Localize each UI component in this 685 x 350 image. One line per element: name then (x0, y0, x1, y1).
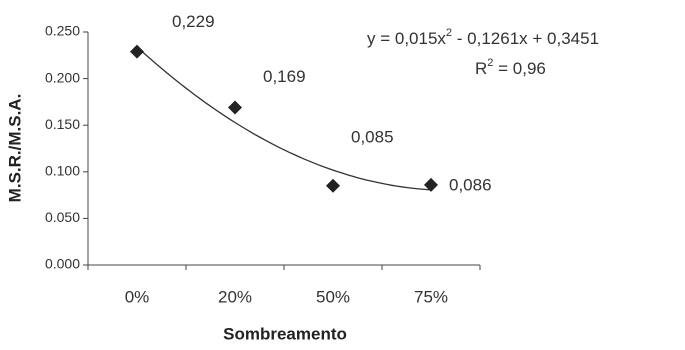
eq-part: y = 0,015x (367, 29, 446, 48)
point (130, 44, 144, 59)
point (326, 178, 340, 193)
x-tick-label: 20% (218, 287, 252, 306)
x-tick-label: 0% (125, 287, 150, 306)
x-axis-title: Sombreamento (223, 324, 347, 343)
trendline (136, 46, 432, 191)
y-tick-label: 0.000 (45, 256, 80, 272)
eq-sup: 2 (446, 27, 452, 39)
r-squared: R2 = 0,96 (475, 57, 546, 79)
point (228, 100, 242, 115)
data-label: 0,085 (351, 127, 394, 146)
y-tick-label: 0.250 (45, 23, 80, 39)
eq-part: - 0,1261x + 0,3451 (452, 29, 599, 48)
y-axis-title: M.S.R./M.S.A. (5, 94, 24, 203)
data-label: 0,086 (449, 175, 492, 194)
trend-equation: y = 0,015x2 - 0,1261x + 0,3451 (367, 27, 599, 49)
data-label: 0,169 (263, 67, 306, 86)
y-tick-label: 0.100 (45, 163, 80, 179)
x-tick-label: 75% (414, 287, 448, 306)
r2-part: R (475, 59, 487, 78)
data-label: 0,229 (172, 12, 215, 31)
r2-part: = 0,96 (493, 59, 545, 78)
x-tick-label: 50% (316, 287, 350, 306)
r2-sup: 2 (487, 57, 493, 69)
y-tick-label: 0.150 (45, 116, 80, 132)
y-tick-label: 0.050 (45, 209, 80, 225)
y-tick-label: 0.200 (45, 69, 80, 85)
point (424, 177, 438, 192)
